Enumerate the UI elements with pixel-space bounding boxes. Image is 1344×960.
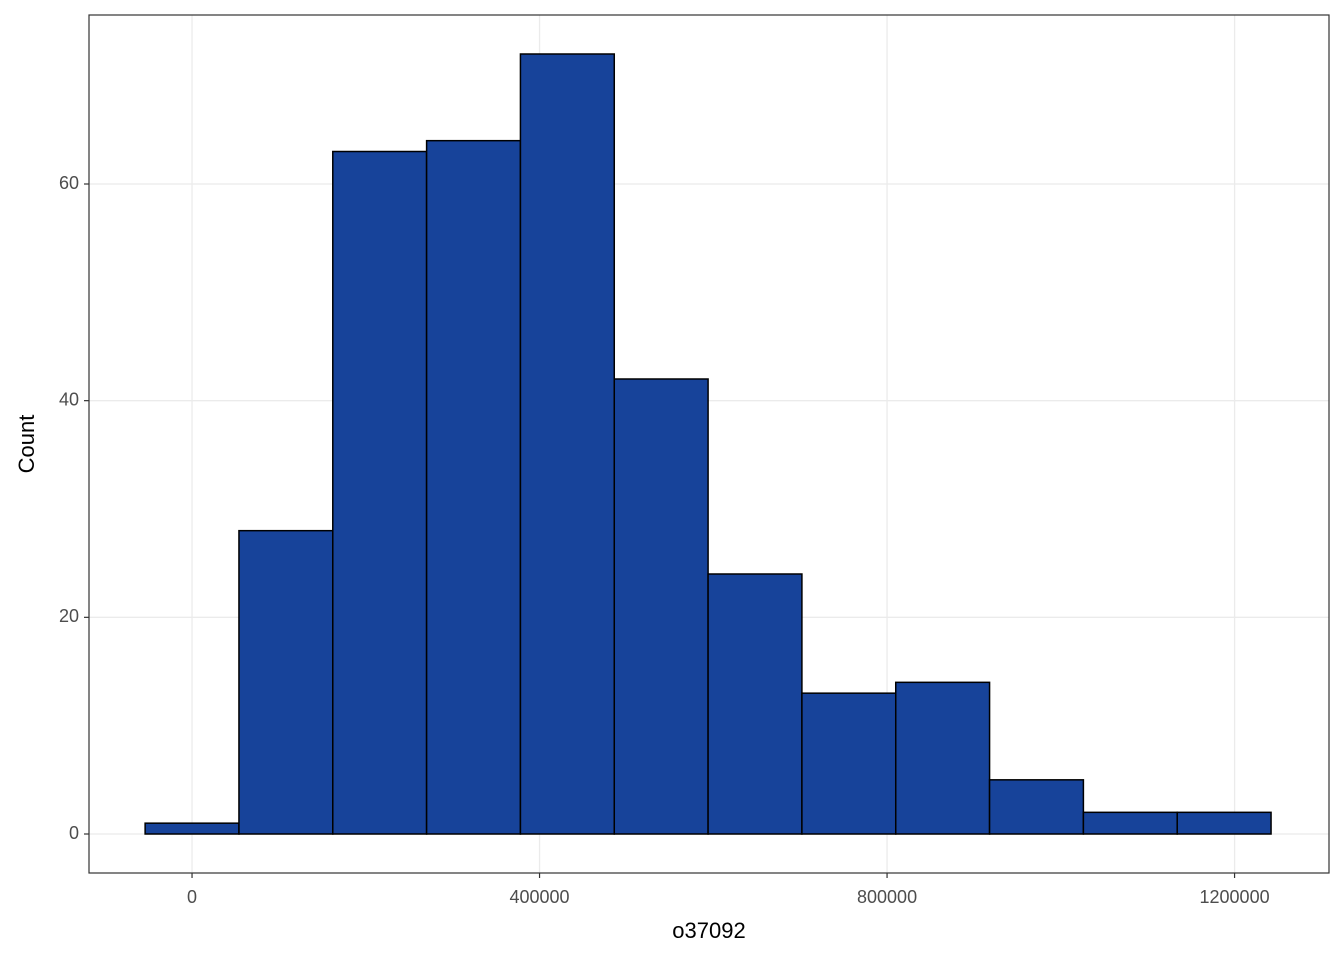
bar	[425, 139, 522, 835]
y-tick-label: 40	[59, 389, 79, 409]
x-tick-label: 400000	[510, 887, 570, 907]
bar	[801, 692, 897, 835]
bar	[519, 53, 616, 835]
x-tick-label: 1200000	[1200, 887, 1270, 907]
x-tick-label: 0	[187, 887, 197, 907]
y-tick-label: 0	[69, 823, 79, 843]
bar	[613, 378, 709, 835]
y-axis-title: Count	[14, 415, 39, 474]
y-tick-label: 20	[59, 606, 79, 626]
bar	[144, 822, 240, 835]
bar	[332, 150, 428, 835]
x-axis-title: o37092	[672, 918, 745, 943]
bar	[707, 573, 803, 835]
bar	[238, 529, 334, 835]
bar	[1082, 811, 1178, 835]
bar	[1176, 811, 1272, 835]
bars	[144, 53, 1272, 835]
bar	[988, 779, 1085, 835]
panel-border	[88, 14, 1330, 874]
x-tick-label: 800000	[857, 887, 917, 907]
bar	[894, 681, 991, 835]
y-tick-label: 60	[59, 173, 79, 193]
